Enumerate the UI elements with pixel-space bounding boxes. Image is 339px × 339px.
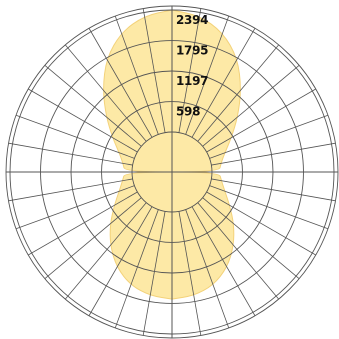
grid-spoke bbox=[185, 15, 230, 135]
grid-spoke bbox=[88, 206, 153, 316]
grid-spoke bbox=[114, 209, 159, 329]
grid-spoke bbox=[88, 28, 153, 138]
grid-spoke bbox=[209, 185, 329, 230]
polar-grid bbox=[5, 5, 339, 339]
grid-spoke bbox=[206, 88, 316, 153]
grid-spoke bbox=[206, 191, 316, 256]
grid-spoke bbox=[8, 142, 133, 166]
grid-spoke bbox=[191, 28, 256, 138]
grid-spoke bbox=[178, 8, 202, 133]
radial-labels: 598 1197 1795 2394 bbox=[176, 13, 209, 119]
grid-spoke bbox=[142, 211, 166, 336]
radial-label: 2394 bbox=[176, 13, 208, 27]
grid-spoke bbox=[178, 211, 202, 336]
grid-spoke bbox=[44, 64, 142, 147]
grid-spoke bbox=[197, 44, 280, 142]
grid-spoke bbox=[64, 44, 147, 142]
grid-spoke bbox=[211, 178, 336, 202]
grid-spoke bbox=[28, 191, 138, 256]
grid-spoke bbox=[15, 114, 135, 159]
grid-spoke bbox=[202, 64, 300, 147]
grid-spoke bbox=[209, 114, 329, 159]
grid-spoke bbox=[197, 202, 280, 300]
grid-spoke bbox=[202, 197, 300, 280]
grid-spoke bbox=[211, 142, 336, 166]
grid-spoke bbox=[191, 206, 256, 316]
radial-label: 1197 bbox=[176, 74, 208, 88]
radial-label: 598 bbox=[176, 105, 200, 119]
grid-spoke bbox=[44, 197, 142, 280]
grid-spoke bbox=[185, 209, 230, 329]
grid-spoke bbox=[114, 15, 159, 135]
grid-spoke bbox=[142, 8, 166, 133]
grid-spoke bbox=[64, 202, 147, 300]
grid-spoke bbox=[28, 88, 138, 153]
grid-spoke bbox=[15, 185, 135, 230]
radial-label: 1795 bbox=[176, 44, 208, 58]
grid-spoke bbox=[8, 178, 133, 202]
